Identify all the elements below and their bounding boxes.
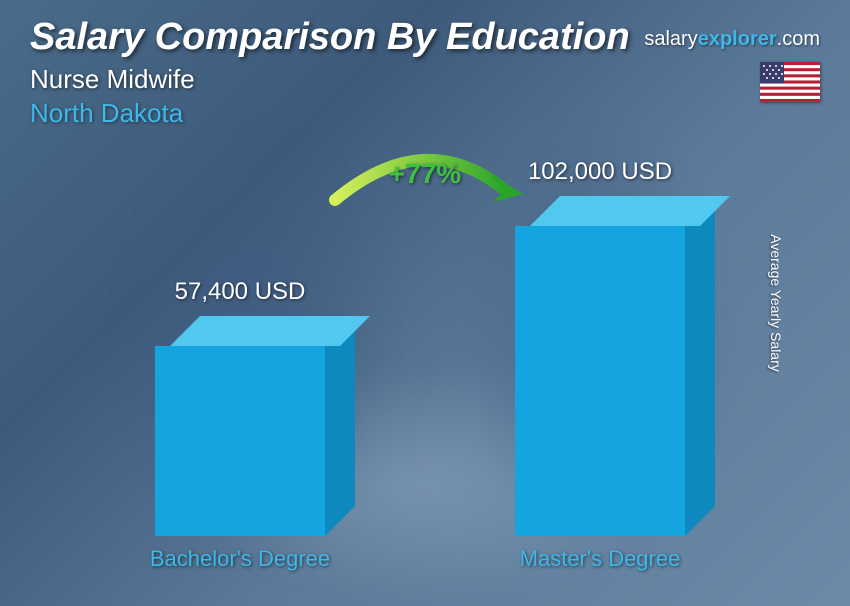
bar-value-label: 102,000 USD (500, 158, 700, 186)
brand-part2: explorer (698, 28, 777, 50)
chart-container: Salary Comparison By Education Nurse Mid… (0, 0, 850, 606)
bar-front (515, 226, 685, 536)
bar-top (170, 316, 370, 346)
increase-percent: +77% (389, 158, 461, 190)
bar-value-label: 57,400 USD (140, 278, 340, 306)
bar-category-label: Master's Degree (500, 546, 700, 572)
bar-front (155, 346, 325, 536)
page-title: Salary Comparison By Education (30, 16, 630, 59)
bar-side (325, 316, 355, 536)
chart-area: +77% 57,400 USD Bachelor's Degree 102,000 … (80, 140, 770, 576)
brand-part1: salary (644, 28, 697, 50)
bar-category-label: Bachelor's Degree (140, 546, 340, 572)
bar-3d (515, 226, 685, 536)
bar-3d (155, 346, 325, 536)
subtitle-occupation: Nurse Midwife (30, 64, 195, 95)
bar-side (685, 196, 715, 536)
brand-part3: .com (777, 28, 820, 50)
brand-logo: salaryexplorer.com (644, 28, 820, 51)
subtitle-region: North Dakota (30, 98, 183, 129)
us-flag-icon (760, 62, 820, 102)
bar-top (530, 196, 730, 226)
